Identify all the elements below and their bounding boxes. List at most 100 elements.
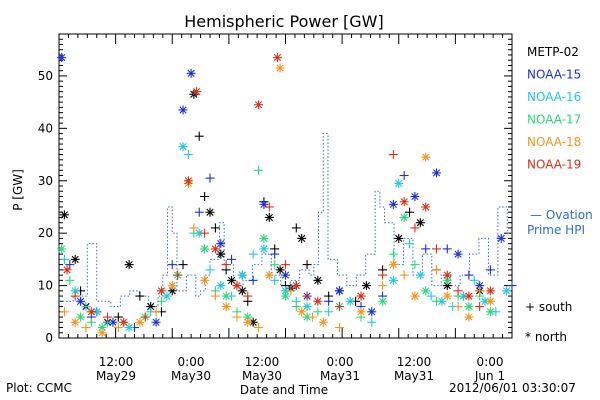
north-point	[59, 210, 69, 220]
south-point	[178, 260, 188, 270]
north-point	[415, 270, 425, 280]
south-point	[324, 296, 334, 306]
south-point	[378, 270, 388, 280]
ovation-prime-hpi-line	[59, 133, 512, 308]
north-point	[302, 302, 312, 312]
south-point	[421, 244, 431, 254]
axes: 0102030405012:00May290:00May3012:00May30…	[38, 33, 513, 383]
south-point	[140, 312, 150, 322]
x-tick-label: 12:00	[99, 355, 134, 369]
north-point	[243, 317, 253, 327]
north-point	[221, 302, 231, 312]
north-point	[415, 218, 425, 228]
north-point	[57, 244, 67, 254]
north-point	[62, 265, 72, 275]
south-point	[270, 249, 280, 259]
south-point	[248, 275, 258, 285]
north-point	[210, 244, 220, 254]
south-point	[205, 265, 215, 275]
north-point	[485, 286, 495, 296]
north-point	[394, 233, 404, 243]
north-point	[264, 270, 274, 280]
south-point	[307, 312, 317, 322]
x-date-label: May31	[394, 369, 434, 383]
north-point	[119, 317, 129, 327]
north-point	[318, 317, 328, 327]
north-point	[421, 286, 431, 296]
south-point	[464, 270, 474, 280]
south-point	[507, 281, 517, 291]
south-point	[399, 171, 409, 181]
north-point	[259, 233, 269, 243]
south-point	[378, 281, 388, 291]
north-point	[388, 199, 398, 209]
north-point	[156, 286, 166, 296]
south-point	[254, 165, 264, 175]
south-point	[405, 207, 415, 217]
legend-symbol-south: + south	[525, 300, 572, 314]
north-point	[200, 275, 210, 285]
north-point	[124, 260, 134, 270]
south-point	[59, 254, 69, 264]
legend-symbol-north: * north	[525, 330, 567, 344]
south-point	[432, 244, 441, 254]
north-point	[232, 281, 242, 291]
south-point	[254, 323, 264, 333]
north-point	[442, 291, 452, 301]
x-tick-label: 0:00	[178, 355, 205, 369]
north-point	[453, 249, 463, 259]
north-point	[86, 307, 96, 317]
north-point	[281, 270, 290, 280]
south-point	[453, 286, 463, 296]
north-point	[464, 291, 474, 301]
north-point	[410, 291, 420, 301]
north-point	[205, 207, 215, 217]
south-point	[410, 223, 420, 233]
south-point	[426, 291, 436, 301]
south-point	[81, 302, 91, 312]
south-point	[113, 312, 123, 322]
y-tick-label: 50	[38, 69, 53, 83]
x-tick-label: 0:00	[477, 355, 504, 369]
plot-credit: Plot: CCMC	[6, 381, 72, 395]
north-point	[183, 176, 193, 186]
south-point	[86, 317, 96, 327]
north-point	[297, 233, 307, 243]
south-point	[324, 307, 334, 317]
south-point	[200, 228, 210, 238]
south-point	[270, 260, 280, 270]
north-point	[281, 291, 290, 301]
x-axis-label: Date and Time	[240, 383, 328, 397]
north-point	[178, 142, 188, 152]
south-point	[81, 323, 91, 333]
north-point	[297, 307, 307, 317]
north-point	[464, 302, 474, 312]
south-point	[248, 249, 258, 259]
north-point	[480, 296, 490, 306]
south-point	[232, 312, 242, 322]
north-point	[135, 317, 145, 327]
south-point	[167, 260, 177, 270]
north-point	[394, 178, 404, 188]
south-point	[210, 223, 220, 233]
north-point	[485, 307, 495, 317]
x-date-label: May30	[171, 369, 211, 383]
north-point	[70, 254, 80, 264]
south-point	[367, 317, 377, 327]
south-point	[183, 150, 193, 160]
south-point	[475, 286, 485, 296]
south-point	[475, 302, 485, 312]
south-point	[70, 291, 80, 301]
north-point	[464, 312, 474, 322]
north-point	[356, 291, 366, 301]
south-point	[313, 307, 323, 317]
north-point	[254, 100, 264, 110]
south-point	[485, 265, 495, 275]
north-point	[146, 302, 156, 312]
south-point	[281, 260, 290, 270]
legend: METP-02 NOAA-15 NOAA-16 NOAA-17 NOAA-18 NOAA-…	[525, 45, 593, 344]
north-point	[356, 307, 366, 317]
north-point	[259, 199, 269, 209]
north-point	[388, 275, 398, 285]
